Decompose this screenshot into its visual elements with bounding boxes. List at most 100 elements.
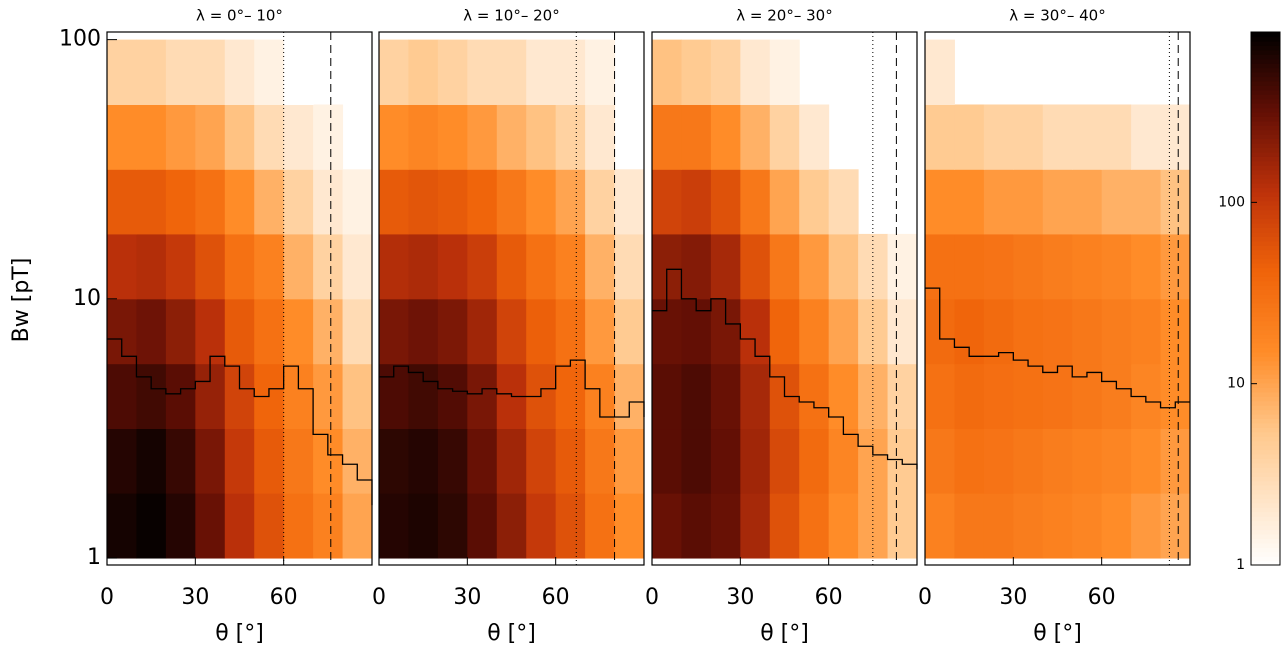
heat-cell bbox=[1042, 169, 1073, 235]
heat-cell bbox=[555, 428, 586, 494]
colorbar-cell bbox=[1251, 191, 1280, 197]
heat-cell bbox=[652, 169, 682, 235]
heat-cell bbox=[585, 169, 616, 235]
colorbar-cell bbox=[1251, 183, 1280, 189]
heat-cell bbox=[740, 169, 771, 235]
colorbar-cell bbox=[1251, 520, 1280, 526]
heat-cell bbox=[379, 428, 409, 494]
heat-cell bbox=[681, 39, 712, 105]
colorbar-cell bbox=[1251, 365, 1280, 371]
heat-cell bbox=[313, 169, 344, 235]
colorbar-cell bbox=[1251, 507, 1280, 513]
colorbar-cell bbox=[1251, 94, 1280, 100]
heat-cell bbox=[313, 104, 344, 170]
heat-cell bbox=[165, 39, 196, 105]
heat-cell bbox=[983, 363, 1014, 430]
heat-cell bbox=[467, 104, 498, 170]
heat-cell bbox=[1072, 104, 1103, 170]
heat-cell bbox=[379, 298, 409, 365]
heat-cell bbox=[224, 298, 255, 365]
colorbar-cell bbox=[1251, 400, 1280, 406]
colorbar-cell bbox=[1251, 214, 1280, 220]
heat-cell bbox=[828, 493, 859, 559]
heat-cell bbox=[740, 363, 771, 430]
heat-cell bbox=[408, 39, 439, 105]
colorbar-cell bbox=[1251, 169, 1280, 175]
heat-cell bbox=[195, 428, 226, 494]
colorbar-cell bbox=[1251, 516, 1280, 522]
heat-cell bbox=[799, 169, 830, 235]
heat-cell bbox=[585, 493, 616, 559]
plot-frame bbox=[651, 31, 918, 566]
heat-cell bbox=[769, 493, 800, 559]
heat-cell bbox=[1072, 233, 1103, 300]
heat-cell bbox=[954, 363, 985, 430]
heat-cell bbox=[195, 233, 226, 300]
heat-cell bbox=[313, 493, 344, 559]
colorbar-cell bbox=[1251, 311, 1280, 317]
heat-cell bbox=[983, 428, 1014, 494]
y-axis-label: Bw [pT] bbox=[9, 258, 34, 343]
colorbar-cell bbox=[1251, 493, 1280, 499]
heat-cell bbox=[224, 428, 255, 494]
colorbar-cell bbox=[1251, 156, 1280, 162]
heat-cell bbox=[195, 39, 226, 105]
heat-cell bbox=[799, 428, 830, 494]
heat-cell bbox=[283, 298, 314, 365]
heat-cell bbox=[983, 104, 1014, 170]
heat-cell bbox=[1013, 428, 1044, 494]
heat-cell bbox=[799, 363, 830, 430]
heat-cell bbox=[437, 493, 468, 559]
colorbar-cell bbox=[1251, 560, 1280, 566]
heat-cell bbox=[1013, 493, 1044, 559]
heat-cell bbox=[107, 493, 137, 559]
colorbar-cell bbox=[1251, 45, 1280, 51]
heat-cell bbox=[1101, 104, 1132, 170]
x-tick-label: 30 bbox=[999, 585, 1027, 610]
y-tick-label: 10 bbox=[73, 286, 101, 311]
colorbar-tick-label: 100 bbox=[1218, 194, 1245, 210]
colorbar-cell bbox=[1251, 63, 1280, 69]
heat-cell bbox=[224, 39, 255, 105]
heat-cell bbox=[652, 39, 682, 105]
heat-cell bbox=[467, 363, 498, 430]
heat-cell bbox=[224, 104, 255, 170]
colorbar-cell bbox=[1251, 307, 1280, 313]
colorbar-cell bbox=[1251, 391, 1280, 397]
heat-cell bbox=[1131, 104, 1162, 170]
heat-cell bbox=[1013, 233, 1044, 300]
heat-cell bbox=[467, 298, 498, 365]
heat-cell bbox=[799, 104, 830, 170]
colorbar-cell bbox=[1251, 280, 1280, 286]
heat-cell bbox=[769, 298, 800, 365]
colorbar-cell bbox=[1251, 165, 1280, 171]
colorbar-cell bbox=[1251, 240, 1280, 246]
median-line bbox=[379, 359, 645, 418]
heat-cell bbox=[1101, 493, 1132, 559]
heat-cell bbox=[437, 428, 468, 494]
heat-cell bbox=[614, 169, 645, 235]
colorbar-cell bbox=[1251, 485, 1280, 491]
colorbar-cell bbox=[1251, 289, 1280, 295]
heat-cell bbox=[740, 104, 771, 170]
heat-cell bbox=[710, 428, 741, 494]
x-axis-label: θ [°] bbox=[487, 621, 536, 646]
x-tick-label: 60 bbox=[542, 585, 570, 610]
heat-cell bbox=[652, 104, 682, 170]
heat-cell bbox=[555, 233, 586, 300]
colorbar-cell bbox=[1251, 89, 1280, 95]
heat-cell bbox=[954, 169, 985, 235]
heat-cell bbox=[437, 363, 468, 430]
heat-cell bbox=[195, 493, 226, 559]
heat-cell bbox=[224, 169, 255, 235]
heat-cell bbox=[254, 233, 285, 300]
colorbar-cell bbox=[1251, 405, 1280, 411]
colorbar-cell bbox=[1251, 369, 1280, 375]
heat-cell bbox=[585, 233, 616, 300]
heat-cell bbox=[983, 233, 1014, 300]
heat-cell bbox=[136, 493, 167, 559]
heat-cell bbox=[828, 169, 859, 235]
colorbar-cell bbox=[1251, 498, 1280, 504]
heat-cell bbox=[1072, 298, 1103, 365]
